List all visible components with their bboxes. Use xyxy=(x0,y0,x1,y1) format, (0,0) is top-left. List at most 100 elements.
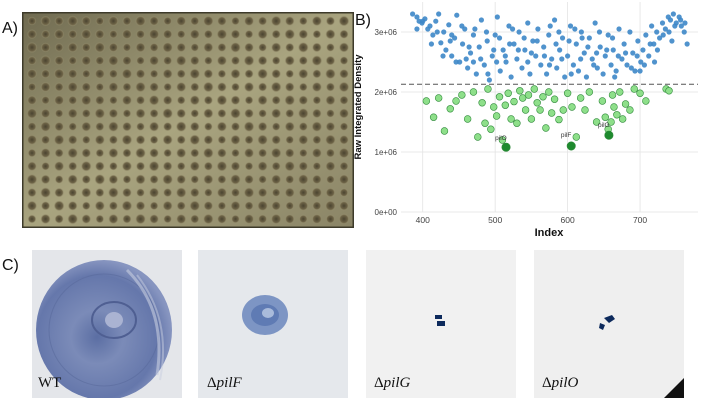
colony xyxy=(27,16,37,26)
data-point xyxy=(440,127,449,135)
colony xyxy=(339,188,349,197)
colony xyxy=(312,135,322,145)
colony xyxy=(176,187,187,198)
colony xyxy=(148,161,160,172)
colony xyxy=(108,187,119,198)
colony xyxy=(285,135,294,144)
colony xyxy=(339,135,349,145)
data-point xyxy=(604,47,610,53)
colony xyxy=(298,42,309,53)
data-point xyxy=(667,17,674,23)
colony xyxy=(148,29,160,40)
colony xyxy=(176,121,187,132)
colony xyxy=(108,148,119,158)
data-point xyxy=(449,32,455,38)
colony xyxy=(40,214,51,224)
data-point xyxy=(514,56,520,62)
colony xyxy=(325,55,336,66)
colony xyxy=(231,214,240,224)
colony xyxy=(257,95,268,106)
data-point xyxy=(605,32,611,38)
colony xyxy=(136,29,145,39)
data-point xyxy=(616,26,622,32)
colony xyxy=(41,201,51,211)
colony xyxy=(53,200,65,211)
colony xyxy=(162,68,173,79)
data-point xyxy=(681,29,687,35)
data-point xyxy=(556,29,562,35)
data-point xyxy=(563,89,572,97)
data-point xyxy=(672,23,678,29)
colony xyxy=(68,188,77,197)
colony xyxy=(298,95,309,105)
colony xyxy=(81,108,91,118)
data-point xyxy=(610,103,618,111)
colony xyxy=(189,161,200,172)
colony xyxy=(257,68,268,79)
data-point xyxy=(496,35,503,41)
colony xyxy=(231,82,240,92)
colony xyxy=(257,187,268,198)
data-point xyxy=(541,44,547,50)
colony xyxy=(244,30,254,39)
colony xyxy=(176,214,187,224)
colony xyxy=(162,200,173,211)
colony xyxy=(243,121,255,132)
colony xyxy=(311,214,322,224)
data-point xyxy=(670,11,676,17)
colony xyxy=(339,29,349,39)
data-point xyxy=(585,44,591,50)
colony xyxy=(311,55,323,66)
colony xyxy=(149,201,159,210)
data-point xyxy=(459,23,465,29)
colony xyxy=(299,148,308,158)
data-point xyxy=(654,47,661,53)
data-point xyxy=(507,115,515,123)
colony xyxy=(163,214,172,224)
data-point xyxy=(414,14,420,20)
data-point xyxy=(522,47,528,53)
colony xyxy=(257,134,268,145)
data-point xyxy=(583,74,590,80)
colony xyxy=(26,42,38,53)
colony xyxy=(163,56,173,66)
data-point xyxy=(420,18,426,24)
colony xyxy=(109,96,118,105)
colony xyxy=(190,187,200,198)
data-point xyxy=(627,29,633,35)
colony xyxy=(54,95,65,106)
colony xyxy=(339,42,349,53)
data-point xyxy=(544,71,550,77)
colony xyxy=(285,42,295,52)
colony xyxy=(149,82,159,92)
data-point xyxy=(568,71,574,77)
colony xyxy=(163,122,173,132)
colony xyxy=(135,201,146,211)
colony xyxy=(122,175,132,184)
colony xyxy=(108,55,119,66)
data-point xyxy=(486,77,492,83)
colony xyxy=(203,81,214,93)
colony xyxy=(135,174,146,185)
colony xyxy=(285,82,295,92)
data-point xyxy=(596,29,603,35)
colony xyxy=(258,148,268,158)
data-point xyxy=(581,106,589,114)
data-point xyxy=(609,35,616,41)
colony xyxy=(122,43,132,52)
colony xyxy=(82,69,91,78)
data-point xyxy=(487,125,495,133)
colony xyxy=(270,213,282,225)
colony xyxy=(122,29,132,40)
colony xyxy=(27,56,37,66)
data-point xyxy=(434,29,440,35)
colony xyxy=(122,95,132,106)
colony xyxy=(81,95,92,106)
data-point xyxy=(643,32,649,38)
colony xyxy=(284,55,295,66)
colony xyxy=(177,96,186,105)
data-point xyxy=(527,71,533,77)
colony xyxy=(339,95,349,105)
colony xyxy=(216,161,228,172)
data-point xyxy=(621,100,630,108)
